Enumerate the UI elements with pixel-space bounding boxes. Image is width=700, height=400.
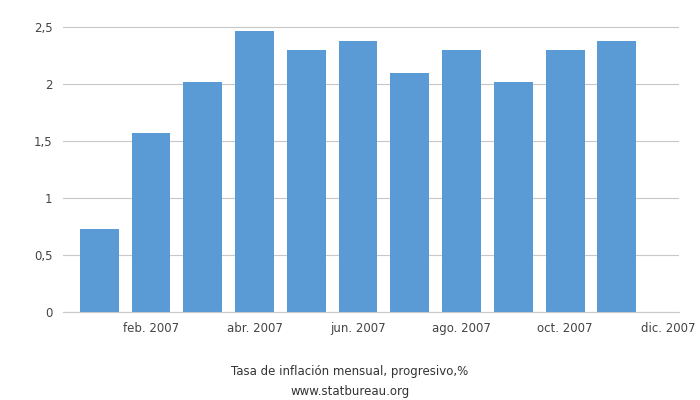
Bar xyxy=(442,50,481,312)
Text: Tasa de inflación mensual, progresivo,%: Tasa de inflación mensual, progresivo,% xyxy=(232,366,468,378)
Bar xyxy=(287,50,326,312)
Bar xyxy=(339,41,377,312)
Bar xyxy=(80,229,118,312)
Text: www.statbureau.org: www.statbureau.org xyxy=(290,386,410,398)
Bar xyxy=(132,133,170,312)
Bar xyxy=(183,82,222,312)
Bar xyxy=(235,31,274,312)
Bar xyxy=(546,50,584,312)
Bar xyxy=(391,73,429,312)
Bar xyxy=(494,82,533,312)
Bar xyxy=(598,41,636,312)
